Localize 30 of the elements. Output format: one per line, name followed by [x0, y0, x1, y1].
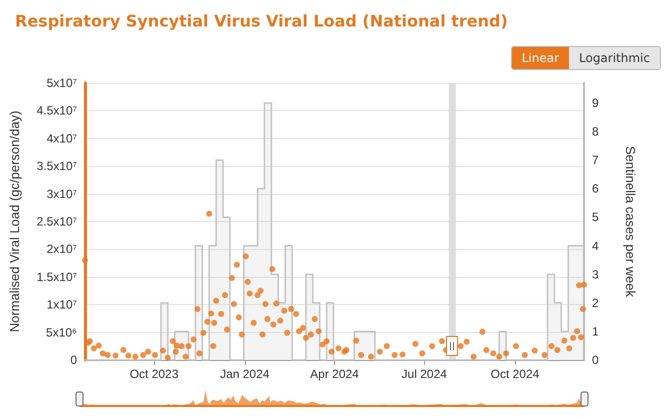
y-tick-label: 5x10⁶	[46, 325, 78, 340]
chart-title: Respiratory Syncytial Virus Viral Load (National trend)	[15, 12, 508, 30]
y2-tick-label: 5	[592, 210, 599, 224]
y2-tick-label: 7	[592, 153, 599, 168]
y-tick-label: 2x10⁷	[46, 242, 77, 256]
y2-tick-label: 1	[592, 324, 599, 338]
x-tick-label: Apr 2024	[310, 367, 360, 381]
scale-toggle: Linear Logarithmic	[510, 46, 661, 70]
y-tick-label: 1x10⁷	[46, 298, 77, 312]
y2-tick-label: 8	[592, 124, 599, 139]
y-tick-label: 0	[70, 353, 78, 367]
x-tick-label: Oct 2023	[130, 367, 179, 381]
y2-axis-title: Sentinella cases per week	[623, 146, 638, 298]
y2-tick-label: 4	[592, 238, 599, 253]
y-tick-label: 4x10⁷	[46, 131, 77, 146]
y2-tick-label: 9	[592, 96, 599, 110]
x-tick-label: Oct 2024	[490, 367, 540, 381]
y2-tick-label: 0	[592, 353, 599, 367]
y-tick-label: 4.5x10⁷	[36, 104, 77, 118]
y-tick-label: 3x10⁷	[46, 186, 77, 201]
y2-tick-label: 6	[592, 182, 599, 196]
y2-tick-label: 3	[592, 267, 599, 282]
y-axis-title: Normalised Viral Load (gc/person/day)	[7, 110, 22, 332]
y-tick-label: 2.5x10⁷	[36, 214, 77, 228]
x-tick-label: Jan 2024	[220, 367, 270, 381]
x-tick-label: Jul 2024	[402, 367, 448, 381]
y-tick-label: 5x10⁷	[46, 76, 77, 90]
y-tick-label: 1.5x10⁷	[36, 270, 77, 284]
y-tick-label: 3.5x10⁷	[36, 159, 77, 174]
y2-tick-label: 2	[592, 296, 599, 310]
